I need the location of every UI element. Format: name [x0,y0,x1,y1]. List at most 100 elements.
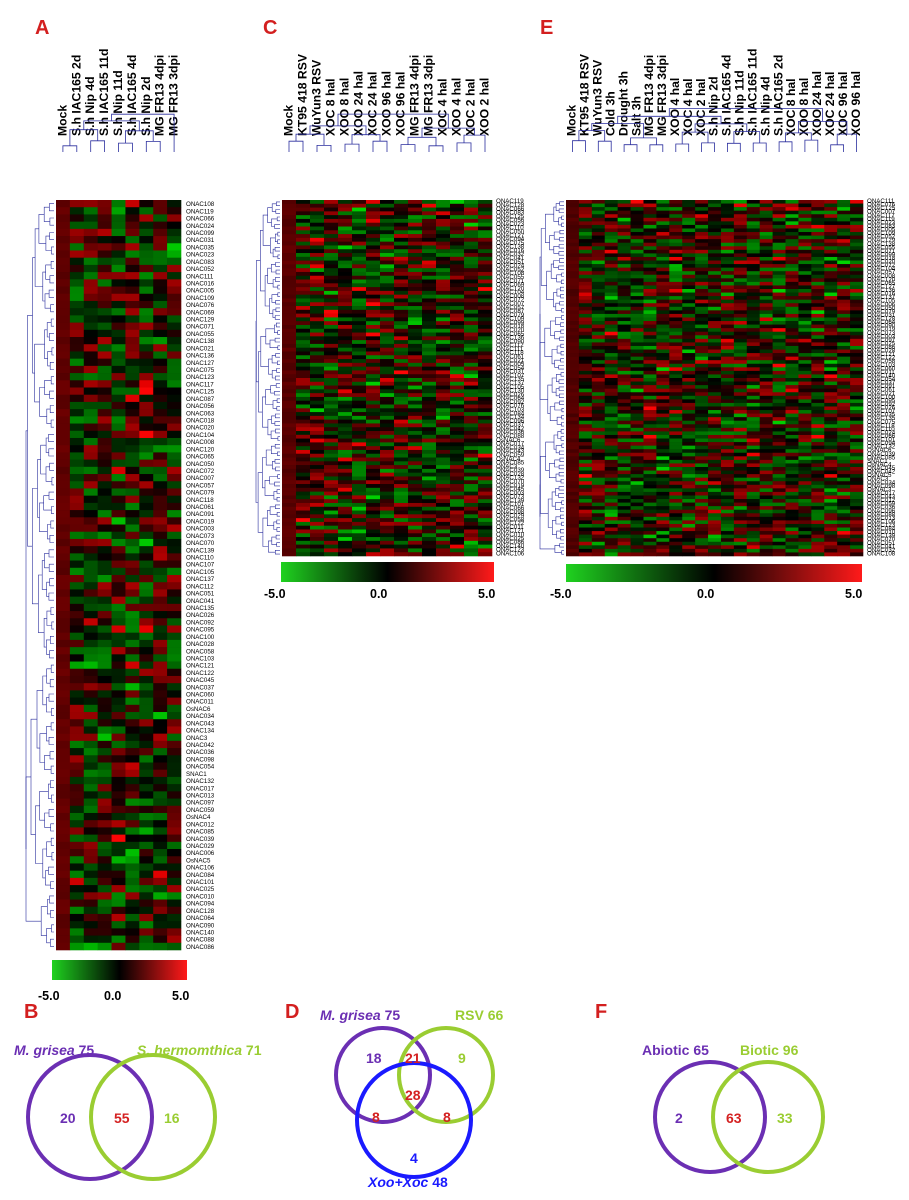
heatmap-cell [422,359,437,364]
heatmap-cell [324,487,339,492]
heatmap-cell [811,506,825,511]
heatmap-cell [785,217,799,222]
heatmap-cell [408,340,423,345]
dendrogram-branch [51,246,54,255]
heatmap-cell [56,394,71,403]
heatmap-cell [422,211,437,216]
heatmap-cell [296,506,311,511]
heatmap-cell [837,296,851,300]
heatmap-cell [324,370,339,375]
heatmap-cell [591,399,606,404]
heatmap-cell [811,285,825,290]
heatmap-cell [167,380,182,388]
heatmap-cell [324,351,339,356]
dendrogram-branch [316,145,332,152]
heatmap-cell [324,438,339,443]
heatmap-cell [850,249,864,254]
heatmap-cell [604,452,618,457]
heatmap-cell [97,351,112,359]
heatmap-cell [56,207,71,215]
heatmap-cell [643,353,657,357]
heatmap-cell [656,356,670,361]
heatmap-cell [450,434,465,439]
heatmap-cell [139,264,154,273]
heatmap-cell [83,834,98,843]
dendrogram-branch [35,805,43,864]
heatmap-cell [464,324,479,330]
heatmap-cell [682,531,696,535]
heatmap-cell [785,499,799,503]
heatmap-cell [604,449,618,454]
heatmap-cell [422,374,437,379]
heatmap-cell [153,236,168,244]
heatmap-cell [478,415,493,420]
row-label: ONAC132 [186,778,215,785]
heatmap-cell [125,928,140,936]
heatmap-cell [566,217,580,222]
heatmap-cell [56,611,71,619]
heatmap-cell [824,531,838,535]
heatmap-cell [837,406,851,411]
heatmap-cell [824,491,838,496]
heatmap-cell [310,234,325,239]
heatmap-cell [464,427,479,432]
heatmap-cell [310,309,325,314]
heatmap-cell [578,427,593,432]
heatmap-cell [785,534,799,539]
heatmap-cell [682,203,696,208]
heatmap-cell [296,253,311,258]
heatmap-cell [97,243,112,251]
heatmap-cell [380,245,395,250]
heatmap-cell [97,228,112,237]
heatmap-cell [83,264,98,273]
row-label: ONAC064 [496,395,525,402]
heatmap-cell [436,502,451,508]
heatmap-cell [125,459,140,468]
heatmap-cell [478,510,493,515]
heatmap-cell [464,309,479,314]
heatmap-cell [798,313,812,318]
heatmap-cell [708,246,722,251]
heatmap-cell [630,306,644,311]
heatmap-cell [785,256,799,261]
heatmap-cell [591,239,606,244]
heatmap-cell [850,367,864,372]
heatmap-cell [824,456,838,461]
heatmap-cell [682,260,696,265]
heatmap-cell [111,618,126,626]
heatmap-cell [837,506,851,511]
heatmap-cell [695,442,709,446]
heatmap-cell [630,449,644,454]
heatmap-cell [380,279,395,284]
heatmap-cell [111,575,126,583]
heatmap-cell [669,378,683,382]
heatmap-cell [310,381,325,386]
heatmap-cell [578,306,593,311]
heatmap-cell [578,420,593,425]
row-label: ONAC056 [186,403,215,410]
heatmap-cell [464,245,479,250]
heatmap-cell [139,459,154,468]
heatmap-cell [785,449,799,454]
heatmap-cell [720,342,735,347]
heatmap-cell [682,274,696,279]
heatmap-cell [282,302,297,307]
heatmap-cell [338,306,353,311]
heatmap-cell [772,235,786,240]
row-label: OsNAC4 [186,814,211,821]
heatmap-cell [643,395,657,400]
dendrogram-branch [275,466,280,472]
heatmap-cell [695,467,709,471]
heatmap-cell [759,520,773,525]
heatmap-cell [772,281,786,286]
heatmap-cell [759,299,773,304]
heatmap-cell [837,417,851,422]
heatmap-cell [464,340,479,345]
heatmap-cell [759,406,773,411]
heatmap-cell [824,296,838,300]
heatmap-cell [125,401,140,410]
heatmap-cell [811,313,825,318]
heatmap-cell [153,625,168,633]
heatmap-cell [695,477,709,482]
heatmap-cell [83,546,98,554]
